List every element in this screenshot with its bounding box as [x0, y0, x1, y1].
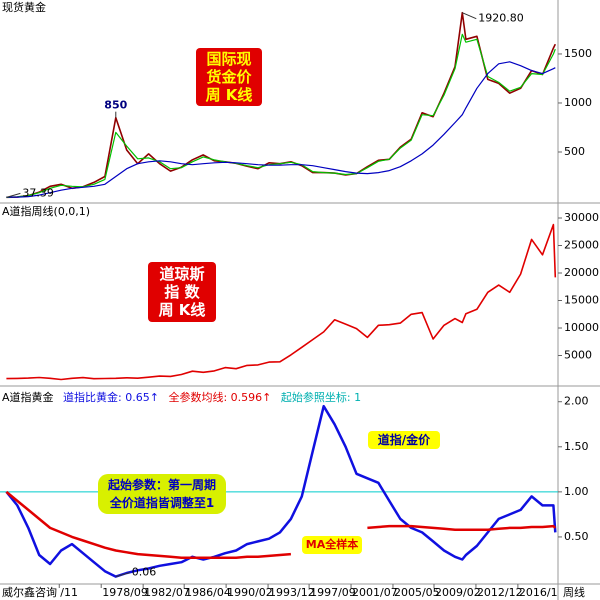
- annotation: 1920.80: [478, 12, 524, 25]
- x-tick-label: 1997/09: [310, 586, 356, 599]
- note-line: 道指/金价: [377, 433, 431, 447]
- annotation-leader: [115, 572, 130, 578]
- legend-entry: 道指比黄金: 0.65↑: [63, 391, 159, 404]
- y-tick-label: 1000: [564, 96, 592, 109]
- series-line: [5, 404, 557, 578]
- annotation: 37.39: [22, 186, 54, 199]
- y-tick-label: 1500: [564, 47, 592, 60]
- annotation: 850: [104, 99, 127, 112]
- note-box: 道指/金价: [368, 431, 440, 449]
- x-tick-label: 2012/12: [477, 586, 523, 599]
- note-line: 起始参数：第一周期: [107, 478, 216, 492]
- y-tick-label: 500: [564, 145, 585, 158]
- note-box: 道琼斯 指 数 周 K线: [148, 262, 216, 322]
- y-tick-label: 15000: [564, 294, 599, 307]
- note-line: 周 K线: [205, 86, 253, 104]
- x-tick-label: /11: [60, 586, 78, 599]
- legend-entry: 起始参照坐标: 1: [280, 391, 362, 404]
- y-tick-label: 30000: [564, 211, 599, 224]
- panel-header: A道指黄金 道指比黄金: 0.65↑ 全参数均线: 0.596↑ 起始参照坐标:…: [2, 389, 367, 405]
- series-line: [6, 33, 556, 198]
- note-line: 货金价: [206, 68, 252, 86]
- x-tick-label: 2009/02: [435, 586, 481, 599]
- series-line: [6, 223, 557, 381]
- x-tick-label: 2001/07: [352, 586, 398, 599]
- legend-entry: 全参数均线: 0.596↑: [168, 391, 272, 404]
- annotation-leader: [6, 192, 21, 198]
- y-tick-label: 0.50: [564, 530, 589, 543]
- note-line: 周 K线: [158, 301, 206, 319]
- y-tick-label: 25000: [564, 239, 599, 252]
- y-tick-label: 20000: [564, 266, 599, 279]
- x-tick-label: 1986/04: [185, 586, 231, 599]
- panel-title: A道指黄金: [2, 391, 54, 404]
- note-box: MA全样本: [302, 536, 362, 554]
- annotation-leader: [462, 12, 477, 20]
- y-tick-label: 2.00: [564, 395, 589, 408]
- x-tick-label: 1982/07: [144, 586, 190, 599]
- x-tick-label: 1978/09: [102, 586, 148, 599]
- x-tick-label: 1993/12: [269, 586, 315, 599]
- footer-left: 威尔鑫咨询: [2, 585, 57, 599]
- annotation: 0.06: [132, 566, 157, 579]
- footer-right: 周线: [563, 585, 585, 599]
- note-line: 全价道指皆调整至1: [109, 496, 215, 510]
- note-box: 起始参数：第一周期 全价道指皆调整至1: [98, 474, 226, 514]
- note-line: 国际现: [206, 50, 252, 68]
- x-tick-label: 1990/02: [227, 586, 273, 599]
- x-tick-label: 2016/1: [519, 586, 558, 599]
- note-line: MA全样本: [305, 538, 359, 551]
- note-line: 指 数: [164, 283, 200, 301]
- series-line: [5, 490, 557, 559]
- series-line: [6, 61, 556, 198]
- panel-title: 现货黄金: [2, 0, 46, 14]
- y-tick-label: 5000: [564, 349, 592, 362]
- y-tick-label: 1.00: [564, 485, 589, 498]
- y-tick-label: 10000: [564, 321, 599, 334]
- note-box: 国际现 货金价 周 K线: [196, 48, 262, 106]
- note-line: 道琼斯: [159, 265, 205, 283]
- x-tick-label: 2005/05: [394, 586, 440, 599]
- y-tick-label: 1.50: [564, 440, 589, 453]
- panel-title: A道指周线(0,0,1): [2, 204, 90, 218]
